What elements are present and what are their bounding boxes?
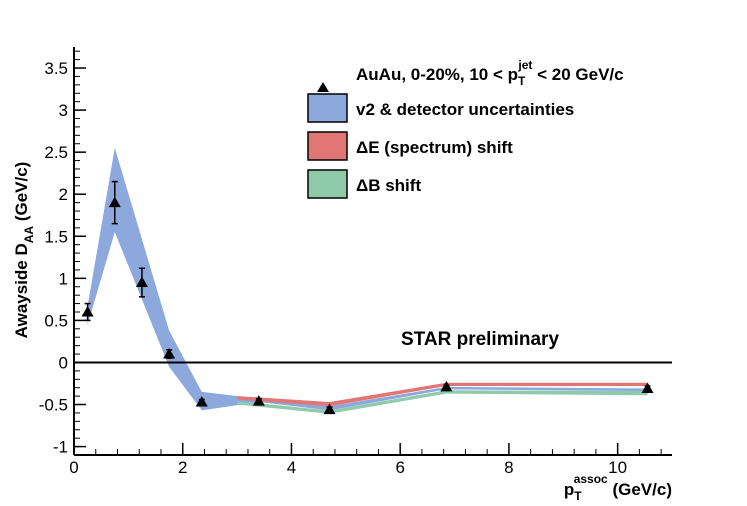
data-point-marker (135, 276, 148, 288)
y-tick-label: 2.5 (44, 143, 68, 162)
legend-label-delta-e: ΔE (spectrum) shift (356, 138, 513, 157)
y-axis-label: Awayside DAA (GeV/c) (12, 162, 36, 339)
data-point-marker (252, 395, 265, 406)
data-point-marker (108, 196, 121, 208)
x-tick-label: 6 (395, 458, 404, 477)
band-delta-e-shift (237, 382, 648, 407)
data-point-marker (163, 348, 176, 359)
data-point-marker (323, 403, 336, 415)
y-tick-label: 0.5 (44, 311, 68, 330)
uncertainty-bands (87, 147, 648, 414)
legend-swatch-v2 (307, 93, 348, 123)
x-tick-label: 0 (69, 458, 78, 477)
data-point-marker (81, 305, 94, 317)
y-tick-label: 2 (59, 185, 68, 204)
y-tick-label: 3.5 (44, 59, 68, 78)
x-tick-label: 2 (178, 458, 187, 477)
legend-swatch-delta-e (307, 131, 348, 161)
legend-marker-triangle (317, 82, 329, 92)
preliminary-annotation: STAR preliminary (401, 329, 559, 350)
x-tick-label: 10 (608, 458, 627, 477)
y-tick-label: -0.5 (39, 396, 68, 415)
x-axis-label: pTassoc (GeV/c) (564, 472, 672, 503)
y-tick-label: 1.5 (44, 227, 68, 246)
axes: 0 2 4 6 8 10 -1 -0.5 0 0.5 1 1.5 2 2.5 3 3.5 (39, 47, 672, 477)
data-point-marker (641, 382, 654, 394)
y-tick-label: 0 (59, 353, 68, 372)
data-point-marker (195, 396, 208, 407)
x-tick-label: 4 (287, 458, 296, 477)
x-tick-label: 8 (504, 458, 513, 477)
legend-label-points: AuAu, 0-20%, 10 < pTjet < 20 GeV/c (356, 58, 624, 88)
data-point-marker (440, 380, 453, 392)
legend-label-delta-b: ΔB shift (356, 176, 421, 195)
data-points (81, 180, 654, 415)
legend-label-v2: v2 & detector uncertainties (356, 100, 574, 119)
y-tick-label: 1 (59, 269, 68, 288)
legend-swatch-delta-b (307, 169, 348, 199)
y-tick-label: 3 (59, 101, 68, 120)
legend: AuAu, 0-20%, 10 < pTjet < 20 GeV/c v2 & … (307, 58, 624, 199)
y-tick-label: -1 (53, 438, 68, 457)
band-delta-b-shift (237, 390, 648, 414)
